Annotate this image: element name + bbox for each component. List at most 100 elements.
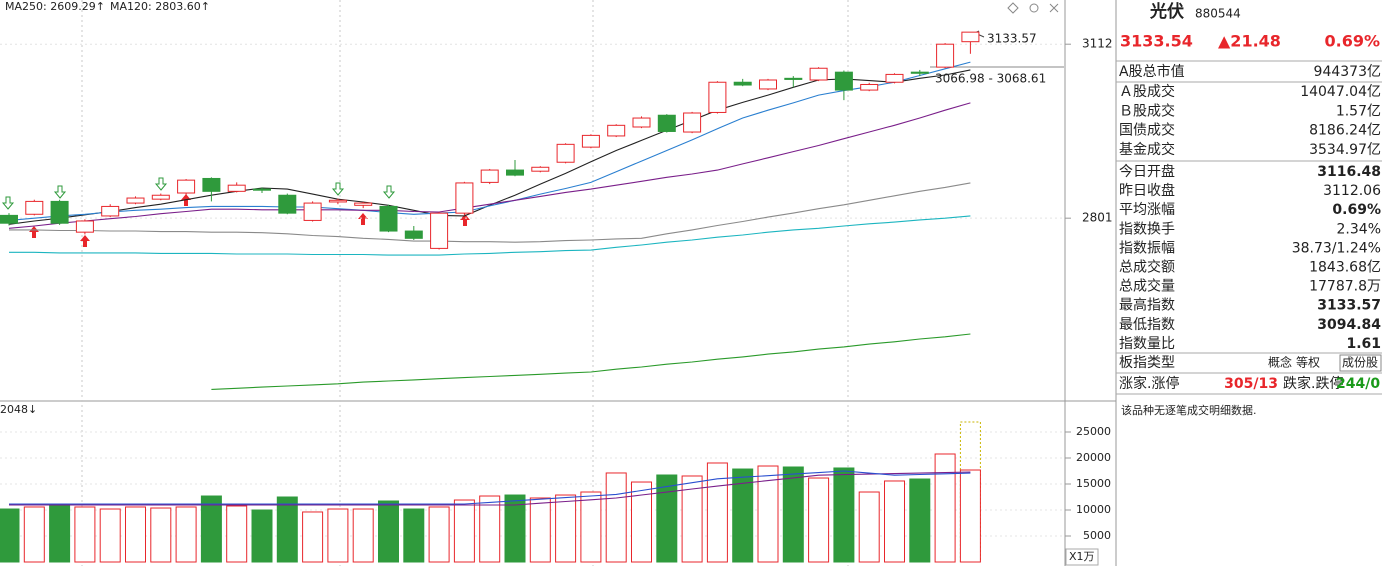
volume-bar <box>782 466 804 563</box>
row-value: 14047.04亿 <box>1300 84 1381 100</box>
candle-body <box>75 220 94 233</box>
candle-body <box>404 230 423 239</box>
volume-bar <box>656 474 678 563</box>
volume-bar <box>175 506 197 563</box>
volume-bar <box>251 509 273 563</box>
volume-bar <box>529 497 551 563</box>
toolbar-icons[interactable] <box>1007 2 1059 14</box>
high-annotation: 3133.57 <box>987 32 1037 46</box>
volume-bar <box>327 508 349 563</box>
ma-line <box>8 61 971 221</box>
volume-bar <box>352 508 374 563</box>
row-label: 基金成交 <box>1119 141 1175 158</box>
row-value: 944373亿 <box>1314 64 1381 80</box>
candle-body <box>328 199 347 203</box>
volume-bar <box>150 507 172 563</box>
breadth-up-label: 涨家.涨停 <box>1119 375 1179 392</box>
board-option[interactable]: 成份股 <box>1342 356 1378 370</box>
volume-bar <box>757 465 779 563</box>
ma-line <box>8 102 971 229</box>
unit-box <box>1065 548 1099 566</box>
volume-bar <box>504 494 526 563</box>
y-tick-label: 2801 <box>1082 211 1113 225</box>
separators <box>1116 60 1382 395</box>
row-label: 指数量比 <box>1119 336 1175 352</box>
candle-body <box>455 182 474 214</box>
row-value: 3116.48 <box>1317 164 1381 180</box>
ma-line <box>8 69 971 225</box>
price-change: ▲21.48 <box>1218 32 1281 51</box>
row-label: Ｂ股成交 <box>1119 102 1175 119</box>
price: 3133.54 <box>1120 32 1193 51</box>
row-label: 昨日收盘 <box>1119 182 1175 199</box>
volume-bar <box>681 475 703 563</box>
candle-body <box>177 179 196 194</box>
candle-body <box>910 71 929 74</box>
candle-body <box>683 112 702 133</box>
candle-body <box>202 177 221 192</box>
candle-body <box>303 202 322 221</box>
volume-plot <box>0 421 1065 563</box>
breadth-down-label: 跌家.跌停 <box>1283 375 1343 392</box>
volume-bar <box>125 506 146 563</box>
candle-body <box>961 31 980 43</box>
row-label: 最低指数 <box>1119 317 1175 333</box>
candle-body <box>885 73 904 83</box>
volume-bar <box>302 511 324 563</box>
candle-body <box>50 200 69 224</box>
volume-bar <box>934 453 956 563</box>
volume-bar <box>453 499 475 563</box>
candle-body <box>278 194 297 214</box>
board-option[interactable]: 等权 <box>1296 356 1320 370</box>
volume-bar <box>605 472 627 563</box>
row-label: 今日开盘 <box>1119 163 1175 180</box>
y-tick-label: 20000 <box>1076 451 1111 464</box>
volume-bar <box>808 477 830 563</box>
candle-body <box>531 166 550 172</box>
row-value: 1.61 <box>1346 336 1381 352</box>
candle-body <box>607 124 626 137</box>
ma-line <box>9 182 971 243</box>
volume-bar <box>833 467 855 563</box>
volume-bar <box>226 505 248 563</box>
row-value: 3133.57 <box>1317 298 1381 314</box>
candle-body <box>151 194 170 200</box>
volume-bar <box>858 491 880 563</box>
volume-bar <box>706 462 728 563</box>
candle-body <box>784 77 803 80</box>
stock-name: 光伏 <box>1149 1 1184 22</box>
volume-bar <box>909 478 931 563</box>
volume-bar <box>555 494 577 563</box>
y-tick-label: 25000 <box>1076 425 1111 438</box>
row-value: 38.73/1.24% <box>1292 240 1381 256</box>
row-value: 3112.06 <box>1323 183 1381 199</box>
candle-body <box>708 81 727 113</box>
board-option-box <box>1339 354 1382 372</box>
range-annotation: 3066.98 - 3068.61 <box>935 72 1046 86</box>
volume-bar <box>378 500 399 563</box>
board-option[interactable]: 概念 <box>1268 355 1292 370</box>
row-label: 指数换手 <box>1119 220 1175 237</box>
volume-bar <box>200 495 222 563</box>
volume-bar <box>49 503 71 563</box>
row-label: 国债成交 <box>1119 122 1175 139</box>
ma-line <box>9 215 971 256</box>
candle-body <box>657 114 676 132</box>
candle-body <box>632 117 651 128</box>
candle-body <box>834 71 853 91</box>
ma-line <box>9 470 971 505</box>
volume-bar <box>959 469 981 563</box>
volume-indicator: 2048↓ <box>0 403 37 416</box>
legend-item: MA120: 2803.60↑ <box>110 0 210 13</box>
volume-bar <box>631 481 652 563</box>
volume-bar <box>403 508 425 563</box>
row-value: 0.69% <box>1332 202 1381 218</box>
row-label: 总成交额 <box>1119 259 1175 276</box>
candle-body <box>581 134 600 148</box>
candle-body <box>379 205 398 232</box>
candle-body <box>556 143 575 163</box>
y-tick-label: 5000 <box>1083 529 1111 542</box>
volume-bar <box>479 495 501 563</box>
